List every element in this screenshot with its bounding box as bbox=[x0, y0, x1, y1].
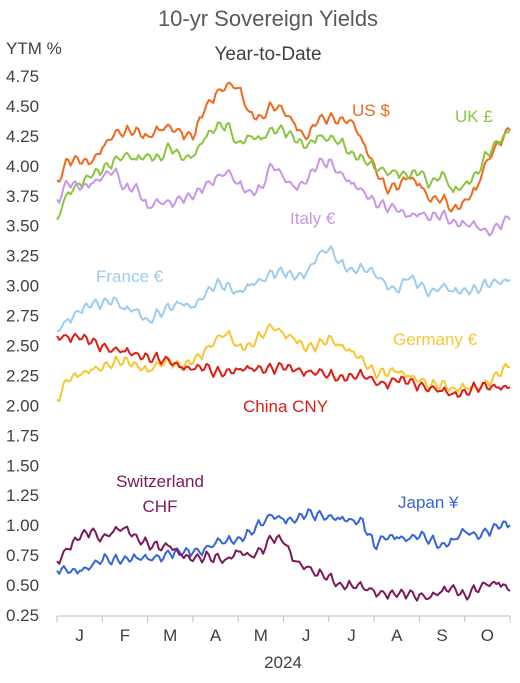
x-tick-label: F bbox=[120, 626, 130, 645]
y-tick-label: 4.75 bbox=[6, 67, 39, 86]
series-line-japan bbox=[56, 508, 511, 575]
label-france: France € bbox=[96, 267, 164, 286]
series-lines bbox=[56, 81, 511, 602]
y-tick-label: 4.25 bbox=[6, 127, 39, 146]
y-tick-label: 0.25 bbox=[6, 606, 39, 625]
x-tick-label: J bbox=[75, 626, 84, 645]
chart-subtitle: Year-to-Date bbox=[214, 44, 321, 65]
y-tick-label: 2.00 bbox=[6, 396, 39, 415]
y-tick-label: 1.75 bbox=[6, 426, 39, 445]
y-tick-label: 3.75 bbox=[6, 187, 39, 206]
label-japan: Japan ¥ bbox=[398, 493, 459, 512]
label-us: US $ bbox=[352, 101, 390, 120]
y-tick-label: 3.50 bbox=[6, 217, 39, 236]
x-axis-label: 2024 bbox=[264, 653, 302, 672]
x-tick-label: M bbox=[163, 626, 177, 645]
label-germany: Germany € bbox=[393, 330, 478, 349]
y-tick-label: 3.25 bbox=[6, 247, 39, 266]
y-tick-label: 2.50 bbox=[6, 337, 39, 356]
series-line-china-cny bbox=[56, 332, 511, 398]
y-tick-label: 2.75 bbox=[6, 307, 39, 326]
series-line-germany bbox=[56, 323, 511, 403]
label-switzerland-line2: CHF bbox=[143, 497, 178, 516]
y-tick-label: 1.50 bbox=[6, 456, 39, 475]
x-tick-label: A bbox=[391, 626, 403, 645]
x-tick-label: M bbox=[254, 626, 268, 645]
series-line-italy bbox=[56, 157, 511, 237]
x-tick-label: S bbox=[436, 626, 447, 645]
y-ticks: 4.75 4.50 4.25 4.00 3.75 3.50 3.25 3.00 2.75 2.50… bbox=[6, 67, 39, 625]
y-tick-label: 4.00 bbox=[6, 157, 39, 176]
series-line-france bbox=[56, 245, 511, 333]
series-line-us bbox=[56, 81, 511, 213]
x-tick-label: O bbox=[481, 626, 494, 645]
y-tick-label: 1.00 bbox=[6, 516, 39, 535]
x-tick-label: J bbox=[347, 626, 356, 645]
y-tick-label: 1.25 bbox=[6, 486, 39, 505]
y-tick-label: 3.00 bbox=[6, 277, 39, 296]
label-china: China CNY bbox=[243, 397, 328, 416]
x-tick-label: A bbox=[210, 626, 222, 645]
y-tick-label: 2.25 bbox=[6, 366, 39, 385]
y-tick-label: 0.75 bbox=[6, 546, 39, 565]
label-switzerland-line1: Switzerland bbox=[116, 472, 204, 491]
chart-title: 10-yr Sovereign Yields bbox=[158, 6, 378, 31]
y-axis-label: YTM % bbox=[6, 39, 62, 58]
label-italy: Italy € bbox=[290, 209, 336, 228]
series-line-uk bbox=[56, 121, 511, 221]
x-tick-label: J bbox=[302, 626, 311, 645]
label-uk: UK £ bbox=[455, 107, 493, 126]
y-tick-label: 0.50 bbox=[6, 576, 39, 595]
series-line-switzerland-chf bbox=[56, 525, 511, 602]
y-tick-label: 4.50 bbox=[6, 97, 39, 116]
